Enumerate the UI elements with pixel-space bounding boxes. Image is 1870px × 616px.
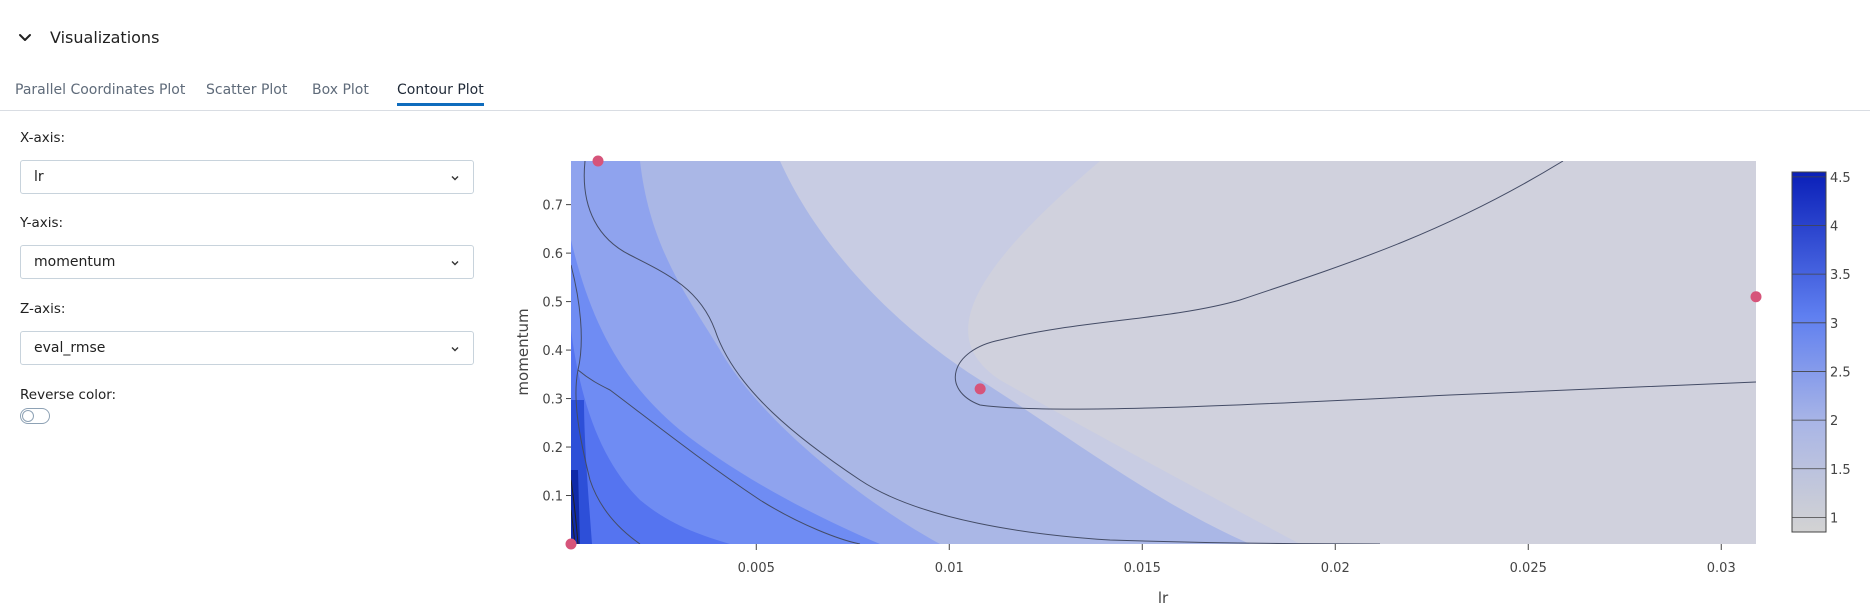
y-axis-ticks: 0.1 0.2 0.3 0.4 0.5 0.6 0.7 <box>542 199 571 505</box>
plot-area: 0.005 0.01 0.015 0.02 0.025 0.03 0.1 0.2 0.3 0.4… <box>542 155 1762 576</box>
reverse-color-toggle[interactable] <box>20 408 50 424</box>
colorbar-tick-label: 2 <box>1830 414 1838 429</box>
section-header[interactable]: Visualizations <box>16 28 159 47</box>
z-axis-value: eval_rmse <box>34 340 106 356</box>
y-axis-value: momentum <box>34 254 116 270</box>
section-title: Visualizations <box>50 28 160 47</box>
toggle-knob <box>22 410 34 422</box>
contour-band-lowest <box>968 161 1756 544</box>
y-tick-label: 0.5 <box>542 296 563 311</box>
x-tick-label: 0.03 <box>1707 561 1736 576</box>
z-axis-select[interactable]: eval_rmse <box>20 331 474 365</box>
colorbar-tick-label: 2.5 <box>1830 365 1851 380</box>
y-tick-label: 0.4 <box>542 344 563 359</box>
trial-points <box>565 155 1762 550</box>
y-tick-label: 0.7 <box>542 199 563 214</box>
y-tick-label: 0.1 <box>542 490 563 505</box>
contour-band-5 <box>571 330 730 544</box>
tab-bar: Parallel Coordinates Plot Scatter Plot B… <box>0 76 1870 111</box>
colorbar-tick-label: 1 <box>1830 511 1838 526</box>
colorbar-gradient <box>1791 171 1827 533</box>
contour-line <box>577 369 861 544</box>
y-axis-title: momentum <box>514 308 532 395</box>
x-tick-label: 0.025 <box>1510 561 1547 576</box>
reverse-color-label: Reverse color: <box>20 387 117 403</box>
trial-point <box>974 383 986 395</box>
z-axis-label: Z-axis: <box>20 301 66 317</box>
tab-parallel-coordinates[interactable]: Parallel Coordinates Plot <box>15 82 186 98</box>
y-axis-label: Y-axis: <box>20 215 64 231</box>
colorbar: 1 1.5 2 2.5 3 3.5 4 4.5 <box>1791 171 1851 533</box>
x-axis-select[interactable]: lr <box>20 160 474 194</box>
tab-scatter-plot[interactable]: Scatter Plot <box>206 82 288 98</box>
colorbar-tick-label: 3.5 <box>1830 268 1851 283</box>
x-axis-label: X-axis: <box>20 130 66 146</box>
contour-line <box>571 264 641 544</box>
y-tick-label: 0.3 <box>542 393 563 408</box>
y-axis-select[interactable]: momentum <box>20 245 474 279</box>
x-tick-label: 0.01 <box>935 561 964 576</box>
y-tick-label: 0.6 <box>542 247 563 262</box>
contour-line <box>583 161 1381 544</box>
y-tick-label: 0.2 <box>542 441 563 456</box>
tab-box-plot[interactable]: Box Plot <box>312 82 369 98</box>
tab-contour-plot[interactable]: Contour Plot <box>397 82 484 106</box>
x-axis-value: lr <box>34 169 44 185</box>
x-tick-label: 0.015 <box>1124 561 1161 576</box>
x-tick-label: 0.005 <box>738 561 775 576</box>
contour-line <box>571 479 579 544</box>
colorbar-tick-label: 4 <box>1830 220 1838 235</box>
chevron-down-icon <box>451 176 459 181</box>
colorbar-ticks: 1 1.5 2 2.5 3 3.5 4 4.5 <box>1792 171 1851 526</box>
trial-point <box>1750 291 1762 303</box>
colorbar-tick-label: 4.5 <box>1830 171 1851 186</box>
x-tick-label: 0.02 <box>1321 561 1350 576</box>
trial-point <box>565 538 577 550</box>
trial-point <box>592 155 604 167</box>
chevron-down-icon <box>451 347 459 352</box>
contour-band-4 <box>571 240 880 544</box>
x-axis-ticks: 0.005 0.01 0.015 0.02 0.025 0.03 <box>738 544 1736 576</box>
chevron-down-icon <box>451 261 459 266</box>
colorbar-tick-label: 3 <box>1830 317 1838 332</box>
x-axis-title: lr <box>1158 589 1169 607</box>
colorbar-tick-label: 1.5 <box>1830 463 1851 478</box>
contour-line <box>954 161 1756 410</box>
chevron-down-icon[interactable] <box>16 29 34 47</box>
contour-fill <box>571 161 1756 544</box>
